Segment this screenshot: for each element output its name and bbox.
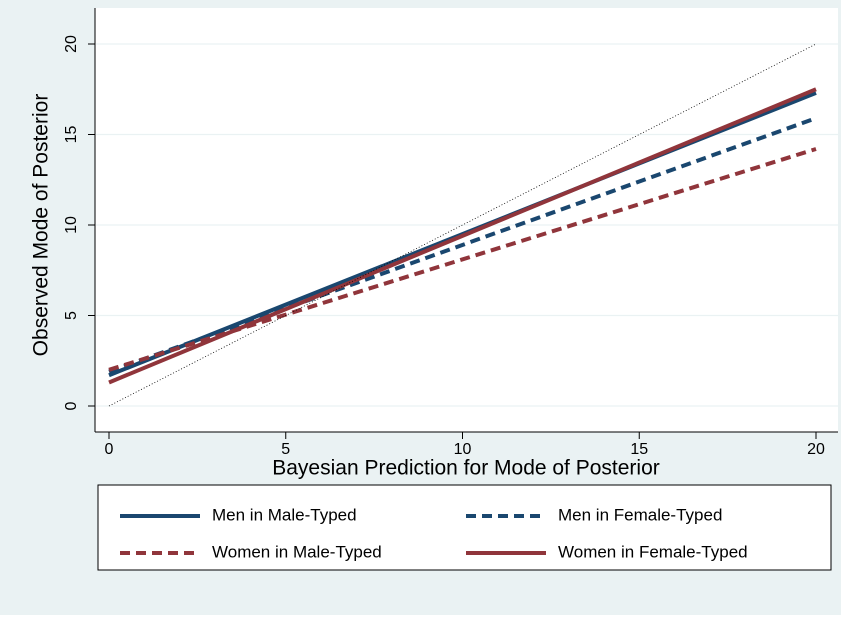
- y-axis-title: Observed Mode of Posterior: [30, 94, 53, 357]
- plot-area: [95, 8, 838, 432]
- x-tick-label: 5: [281, 441, 290, 458]
- series-line: [108, 147, 817, 372]
- y-tick-label: 0: [63, 401, 80, 410]
- y-tick-label: 10: [63, 216, 80, 234]
- x-tick-label: 20: [807, 441, 825, 458]
- x-tick-label: 10: [454, 441, 472, 458]
- legend-label: Women in Male-Typed: [212, 542, 382, 561]
- reference-line: [108, 43, 817, 407]
- y-tick-label: 5: [63, 311, 80, 320]
- x-axis-title: Bayesian Prediction for Mode of Posterio…: [272, 457, 660, 480]
- legend-label: Men in Male-Typed: [212, 505, 357, 524]
- legend: [97, 484, 832, 571]
- series-line: [108, 116, 817, 374]
- legend-label: Men in Female-Typed: [558, 505, 722, 524]
- y-tick-label: 20: [63, 35, 80, 53]
- legend-label: Women in Female-Typed: [558, 542, 748, 561]
- series-line: [108, 87, 817, 385]
- x-tick-label: 0: [105, 441, 114, 458]
- x-tick-label: 15: [630, 441, 648, 458]
- y-tick-label: 15: [63, 126, 80, 144]
